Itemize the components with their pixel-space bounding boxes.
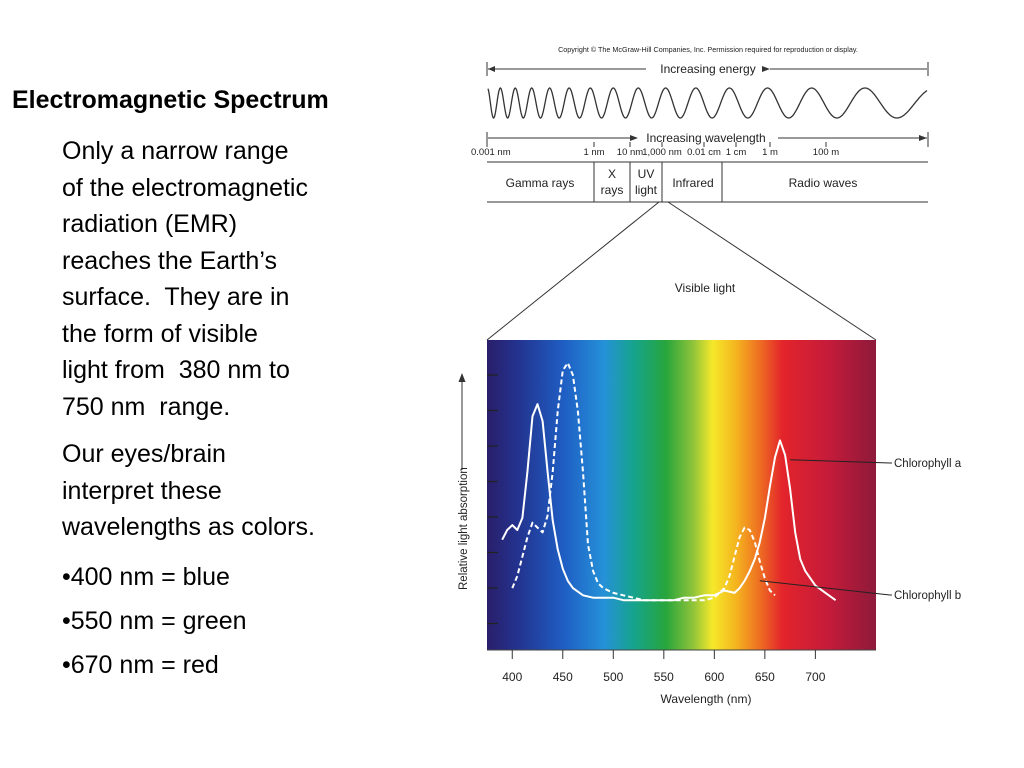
region-label: Infrared	[672, 176, 713, 190]
x-tick-label: 500	[603, 670, 623, 684]
x-tick-label: 400	[502, 670, 522, 684]
scale-tick-label: 0.001 nm	[471, 147, 511, 158]
colors-paragraph: Our eyes/brain interpret these wavelengths…	[62, 436, 315, 546]
intro-paragraph-line: light from 380 nm to	[62, 356, 290, 384]
x-tick-label: 700	[805, 670, 825, 684]
spectrum-figure: Copyright © The McGraw-Hill Companies, I…	[458, 45, 962, 706]
y-axis-label: Relative light absorption	[458, 467, 470, 590]
scale-tick-label: 1 cm	[726, 147, 747, 158]
increasing-wavelength-label: Increasing wavelength	[646, 131, 765, 145]
scale-tick-label: 1 m	[762, 147, 778, 158]
series-callout-label: Chlorophyll a	[894, 458, 962, 470]
intro-paragraph-line: of the electromagnetic	[62, 173, 308, 202]
wavelength-arrow: Increasing wavelength	[486, 131, 929, 147]
intro-paragraph-line: the form of visible	[62, 319, 258, 348]
color-bullet: •670 nm = red	[62, 651, 219, 679]
intro-paragraph-line: Only a narrow range	[62, 137, 289, 165]
intro-paragraph-line: reaches the Earth’s	[62, 246, 277, 275]
colors-paragraph-line: wavelengths as colors.	[62, 513, 315, 541]
intro-paragraph-line: 750 nm range.	[62, 392, 231, 421]
slide-title: Electromagnetic Spectrum	[12, 86, 329, 114]
scale-tick-label: 10 nm	[617, 147, 643, 158]
intro-paragraph-line: surface. They are in	[62, 283, 290, 311]
copyright-notice: Copyright © The McGraw-Hill Companies, I…	[558, 45, 858, 54]
color-bullet-list: •400 nm = blue •550 nm = green •670 nm = r…	[62, 555, 247, 687]
x-axis-label: Wavelength (nm)	[661, 692, 752, 706]
region-label: light	[635, 183, 658, 197]
slide-text: Electromagnetic Spectrum Only a narrow r…	[0, 0, 400, 768]
region-label: UV	[638, 167, 655, 181]
x-tick-label: 600	[704, 670, 724, 684]
wavelength-scale: 0.001 nm 1 nm 10 nm1,000 nm 0.01 cm 1 cm 1 m 1…	[471, 142, 839, 158]
callout-leader	[790, 459, 891, 464]
y-axis-ticks	[487, 374, 498, 625]
scale-tick-label: 100 m	[813, 147, 839, 158]
y-axis-arrow	[458, 373, 466, 470]
intro-paragraph-line: radiation (EMR)	[62, 210, 238, 238]
visible-zoom-lines	[486, 201, 877, 341]
em-wave	[487, 87, 928, 119]
callout-leader	[759, 580, 891, 596]
region-label: Radio waves	[789, 176, 858, 190]
colors-paragraph-line: Our eyes/brain	[62, 440, 226, 468]
region-label: Gamma rays	[506, 176, 575, 190]
x-tick-label: 650	[755, 670, 775, 684]
series-callouts: Chlorophyll a Chlorophyll b	[759, 458, 962, 602]
region-label: X	[608, 167, 616, 181]
colors-paragraph-line: interpret these	[62, 476, 222, 505]
x-axis-ticks: 400 450 500 550 600 650 700	[502, 650, 826, 684]
increasing-energy-label: Increasing energy	[660, 62, 755, 76]
visible-spectrum-background	[487, 340, 876, 650]
color-bullet: •550 nm = green	[62, 607, 247, 635]
scale-tick-label: 0.01 cm	[687, 147, 721, 158]
series-callout-label: Chlorophyll b	[894, 590, 961, 602]
absorption-series	[501, 362, 837, 602]
x-tick-label: 550	[654, 670, 674, 684]
energy-arrow: Increasing energy	[486, 62, 929, 76]
em-spectrum-diagram: Copyright © The McGraw-Hill Companies, I…	[471, 45, 929, 341]
intro-paragraph: Only a narrow range of the electromagneti…	[62, 133, 308, 425]
series-line-chlorophyll-b	[511, 362, 776, 602]
x-tick-label: 450	[553, 670, 573, 684]
color-bullet: •400 nm = blue	[62, 563, 230, 591]
scale-tick-label: 1,000 nm	[642, 147, 682, 158]
visible-light-label: Visible light	[675, 281, 736, 295]
absorption-chart: Relative light absorption 400 450 500 550 60…	[458, 340, 962, 706]
region-label: rays	[601, 183, 624, 197]
scale-tick-label: 1 nm	[583, 147, 604, 158]
